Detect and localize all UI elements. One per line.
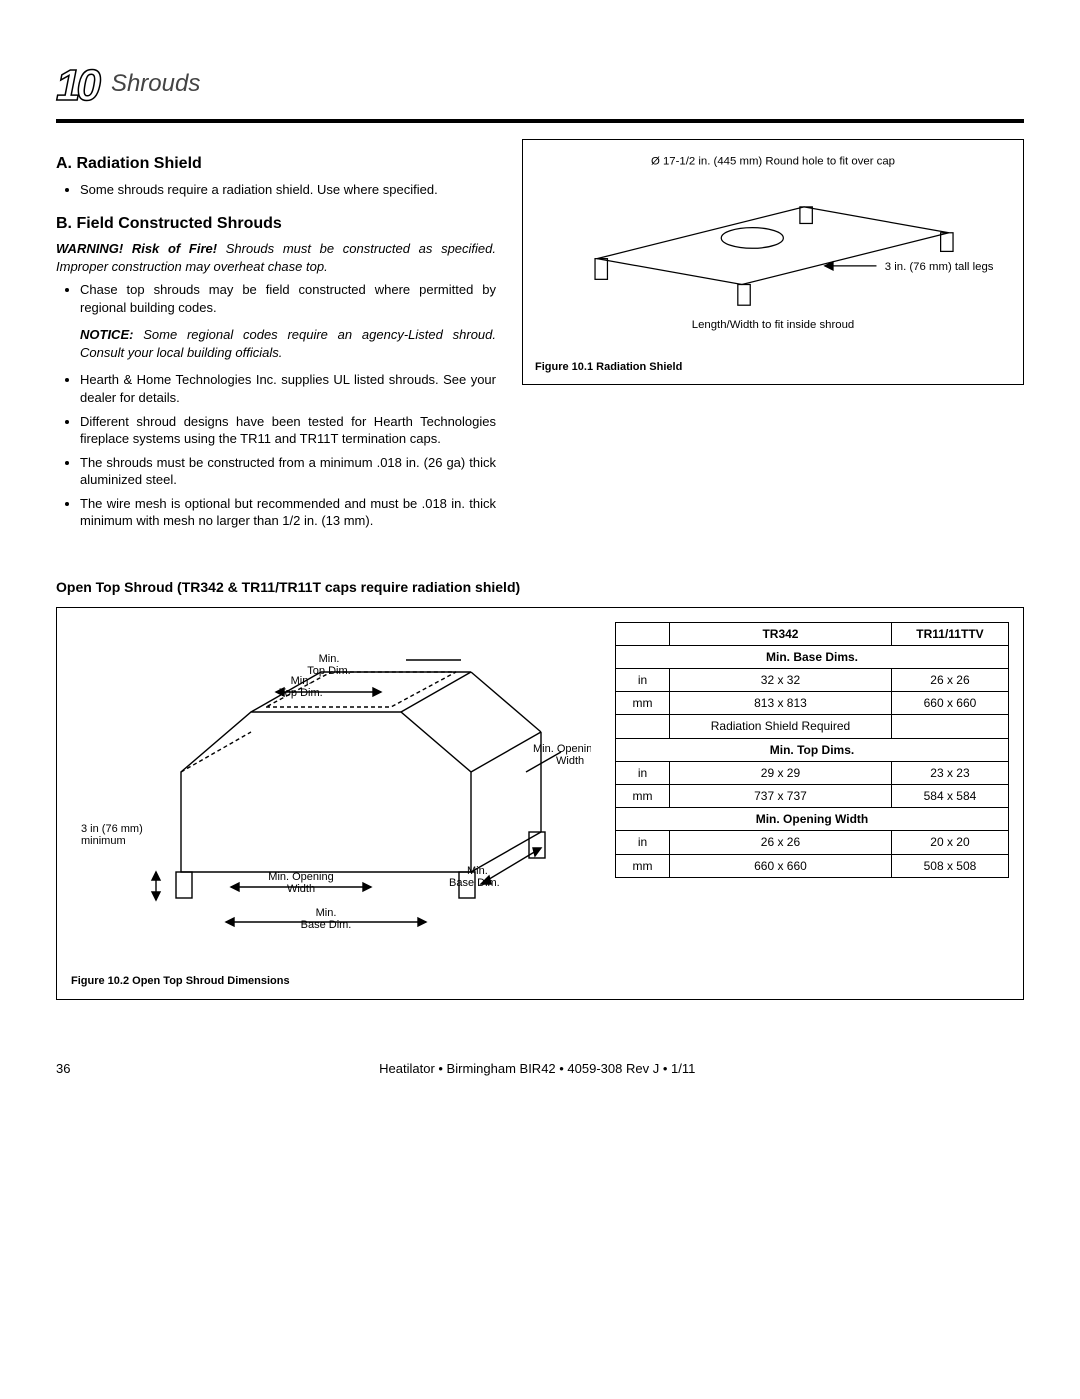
open-top-subheading: Open Top Shroud (TR342 & TR11/TR11T caps… [56,578,1024,597]
list-item: Hearth & Home Technologies Inc. supplies… [80,371,496,406]
table-row: mm 813 x 813 660 x 660 [616,692,1009,715]
dimensions-table: TR342 TR11/11TTV Min. Base Dims. in 32 x… [615,622,1009,878]
lbl-leg: 3 in (76 mm)minimum [81,823,143,847]
notice-label: NOTICE: [80,327,133,342]
warning-label: WARNING! Risk of Fire! [56,241,217,256]
table-row: mm 660 x 660 508 x 508 [616,854,1009,877]
figure-10-2: Min.Top Dim. Min.Top Dim. Min. OpeningWi… [56,607,1024,1000]
notice-body: Some regional codes require an agency-Li… [80,327,496,360]
list-item: Some shrouds require a radiation shield.… [80,181,496,199]
lbl-base-r: Min.Base Dim. [449,865,500,889]
sect-top: Min. Top Dims. [616,738,1009,761]
list-item: The wire mesh is optional but recommende… [80,495,496,530]
section-b-list-1: Chase top shrouds may be field construct… [56,281,496,316]
section-b-heading: B. Field Constructed Shrouds [56,213,496,235]
section-a-heading: A. Radiation Shield [56,153,496,175]
doc-id: Heatilator • Birmingham BIR42 • 4059-308… [379,1060,695,1078]
list-item: The shrouds must be constructed from a m… [80,454,496,489]
table-row: Radiation Shield Required [616,715,1009,738]
chapter-number: 10 [56,56,97,115]
figure-10-1-caption: Figure 10.1 Radiation Shield [535,360,1011,375]
lbl-top-dim-2: Min.Top Dim. [279,675,322,699]
section-a-list: Some shrouds require a radiation shield.… [56,181,496,199]
col-tr11: TR11/11TTV [891,622,1008,645]
section-b-list-2: Hearth & Home Technologies Inc. supplies… [56,371,496,529]
notice-text: NOTICE: Some regional codes require an a… [80,326,496,361]
chapter-title: Shrouds [111,68,200,100]
table-row: in 29 x 29 23 x 23 [616,761,1009,784]
list-item: Chase top shrouds may be field construct… [80,281,496,316]
sect-open: Min. Opening Width [616,808,1009,831]
header-rule [56,119,1024,123]
open-top-shroud-diagram: Min.Top Dim. Min.Top Dim. Min. OpeningWi… [71,622,591,952]
figure-10-2-caption: Figure 10.2 Open Top Shroud Dimensions [71,974,591,989]
radiation-shield-diagram: Ø 17-1/2 in. (445 mm) Round hole to fit … [535,150,1011,347]
col-unit [616,622,670,645]
lbl-base-b: Min.Base Dim. [301,907,352,931]
warning-text: WARNING! Risk of Fire! Shrouds must be c… [56,240,496,275]
table-row: in 26 x 26 20 x 20 [616,831,1009,854]
fig101-right-label: 3 in. (76 mm) tall legs [885,261,994,273]
fig101-top-label: Ø 17-1/2 in. (445 mm) Round hole to fit … [651,156,895,168]
sect-base: Min. Base Dims. [616,645,1009,668]
lbl-top-dim: Min.Top Dim. [307,653,350,677]
table-row: in 32 x 32 26 x 26 [616,669,1009,692]
lbl-open-w-2: Min. OpeningWidth [268,871,333,895]
chapter-header: 10 Shrouds [56,54,1024,113]
list-item: Different shroud designs have been teste… [80,413,496,448]
fig101-bottom-label: Length/Width to fit inside shroud [692,319,855,331]
table-row: mm 737 x 737 584 x 584 [616,784,1009,807]
page-footer: 36 Heatilator • Birmingham BIR42 • 4059-… [56,1060,1024,1078]
figure-10-1: Ø 17-1/2 in. (445 mm) Round hole to fit … [522,139,1024,385]
col-tr342: TR342 [670,622,892,645]
page-number: 36 [56,1060,70,1078]
